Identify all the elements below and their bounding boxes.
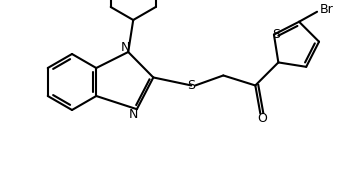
- Text: S: S: [187, 79, 195, 92]
- Text: Br: Br: [320, 3, 334, 16]
- Text: O: O: [257, 112, 267, 125]
- Text: S: S: [272, 28, 280, 41]
- Text: N: N: [129, 108, 139, 121]
- Text: N: N: [120, 42, 130, 54]
